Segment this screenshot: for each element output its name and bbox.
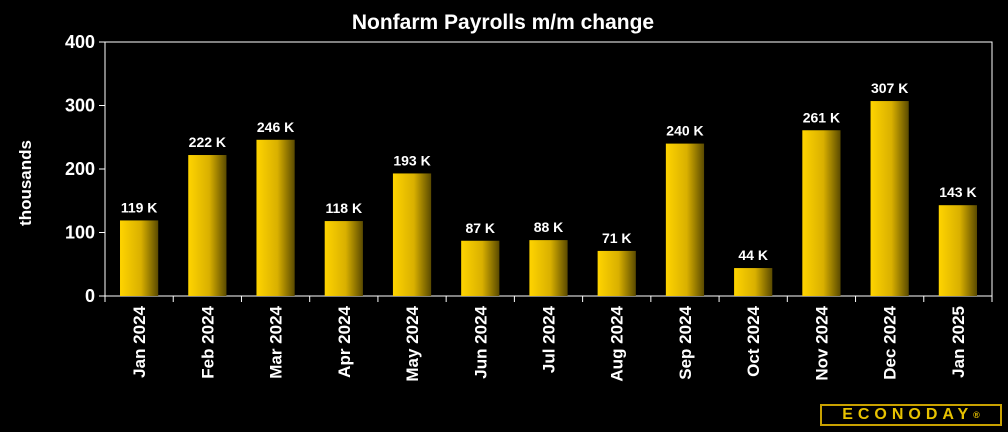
x-tick-label: Oct 2024	[744, 305, 763, 376]
data-label: 261 K	[803, 109, 840, 125]
y-tick-label: 100	[65, 223, 95, 243]
data-label: 222 K	[189, 134, 226, 150]
y-tick-label: 300	[65, 96, 95, 116]
y-tick-label: 0	[85, 286, 95, 306]
x-tick-label: Dec 2024	[881, 305, 900, 379]
data-label: 143 K	[939, 184, 976, 200]
data-label: 246 K	[257, 119, 294, 135]
data-label: 88 K	[534, 219, 564, 235]
bar	[120, 220, 159, 296]
bar	[324, 221, 363, 296]
data-label: 71 K	[602, 230, 632, 246]
bar	[665, 143, 705, 296]
bar	[529, 240, 568, 296]
bar	[938, 205, 977, 296]
bar	[188, 155, 227, 296]
bar	[802, 130, 841, 296]
bar	[392, 173, 432, 296]
x-tick-label: May 2024	[403, 305, 422, 381]
plot-area: 0 100 200 300 400 119 K Jan 2024 222 K Feb 2024 2…	[65, 32, 993, 382]
data-label: 119 K	[121, 199, 158, 215]
data-label: 193 K	[393, 152, 430, 168]
data-label: 87 K	[465, 220, 495, 236]
x-tick-label: Feb 2024	[198, 305, 217, 378]
chart-title: Nonfarm Payrolls m/m change	[352, 11, 654, 34]
x-tick-label: Apr 2024	[335, 305, 354, 377]
bar	[734, 268, 773, 296]
x-tick-label: Jul 2024	[540, 305, 559, 373]
data-label: 44 K	[738, 247, 768, 263]
econoday-logo: ECONODAY ®	[820, 404, 1002, 426]
y-tick-label: 200	[65, 159, 95, 179]
x-tick-label: Mar 2024	[267, 305, 286, 378]
x-tick-label: Jan 2024	[130, 305, 149, 377]
bar	[461, 240, 500, 296]
bar	[870, 101, 909, 297]
bar	[256, 139, 295, 296]
bar	[597, 250, 636, 296]
data-label: 118 K	[326, 200, 363, 216]
data-label: 307 K	[871, 80, 908, 96]
data-label: 240 K	[666, 123, 703, 139]
y-tick-label: 400	[65, 32, 95, 52]
x-tick-label: Jan 2025	[949, 306, 968, 378]
x-tick-label: Aug 2024	[608, 305, 627, 381]
x-tick-label: Sep 2024	[676, 305, 695, 379]
x-tick-label: Nov 2024	[812, 305, 831, 380]
brand-name: ECONODAY	[842, 406, 974, 423]
y-axis-label: thousands	[16, 140, 35, 226]
x-tick-label: Jun 2024	[471, 305, 490, 378]
registered-mark: ®	[973, 410, 980, 420]
